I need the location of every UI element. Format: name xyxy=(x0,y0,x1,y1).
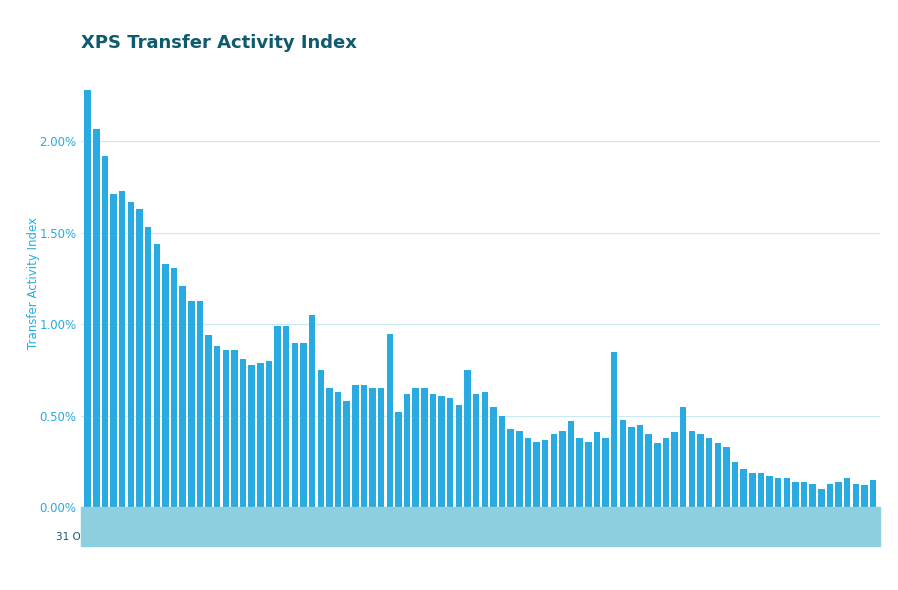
Bar xyxy=(870,480,876,507)
Bar xyxy=(163,264,169,507)
Bar xyxy=(852,484,859,507)
Bar xyxy=(430,394,436,507)
Bar xyxy=(594,432,600,507)
Bar xyxy=(680,407,686,507)
Text: XPS Transfer Activity Index: XPS Transfer Activity Index xyxy=(81,34,357,52)
Bar xyxy=(343,401,350,507)
Bar xyxy=(663,438,669,507)
Bar xyxy=(646,434,652,507)
Bar xyxy=(421,388,427,507)
Bar xyxy=(335,392,341,507)
Bar xyxy=(275,326,281,507)
Bar xyxy=(758,473,764,507)
Bar xyxy=(749,473,755,507)
Bar xyxy=(412,388,419,507)
Bar xyxy=(568,421,575,507)
Bar xyxy=(672,432,678,507)
Bar xyxy=(128,202,134,507)
Bar xyxy=(827,484,833,507)
Bar xyxy=(300,343,307,507)
Bar xyxy=(214,346,220,507)
Bar xyxy=(801,482,807,507)
Bar xyxy=(732,461,738,507)
Bar xyxy=(206,335,212,507)
Bar xyxy=(231,350,238,507)
Bar xyxy=(93,129,100,507)
Bar xyxy=(620,419,626,507)
Bar xyxy=(283,326,289,507)
Bar xyxy=(550,434,557,507)
Bar xyxy=(498,416,506,507)
Bar xyxy=(309,315,315,507)
Bar xyxy=(101,156,109,507)
Bar xyxy=(792,482,798,507)
Bar xyxy=(490,407,497,507)
Bar xyxy=(110,195,117,507)
Bar xyxy=(603,438,609,507)
Bar xyxy=(559,431,566,507)
Bar xyxy=(473,394,480,507)
Bar xyxy=(223,350,229,507)
Bar xyxy=(326,388,332,507)
Y-axis label: Transfer Activity Index: Transfer Activity Index xyxy=(28,217,40,349)
Bar xyxy=(386,333,393,507)
Bar xyxy=(318,370,324,507)
Bar xyxy=(369,388,375,507)
Bar xyxy=(180,286,186,507)
Bar xyxy=(145,227,152,507)
Bar xyxy=(136,209,143,507)
Bar xyxy=(654,443,661,507)
Bar xyxy=(481,392,488,507)
Bar xyxy=(464,370,471,507)
Bar xyxy=(741,469,747,507)
Bar xyxy=(507,429,514,507)
Bar xyxy=(257,363,264,507)
Bar xyxy=(524,438,531,507)
Bar xyxy=(395,412,401,507)
Bar xyxy=(447,398,453,507)
Bar xyxy=(611,352,618,507)
Bar xyxy=(188,300,195,507)
Bar xyxy=(766,476,773,507)
Bar xyxy=(541,440,549,507)
Bar xyxy=(154,244,160,507)
Bar xyxy=(818,489,824,507)
Bar xyxy=(844,478,850,507)
Bar xyxy=(697,434,704,507)
Bar xyxy=(438,396,445,507)
Bar xyxy=(861,486,867,507)
Bar xyxy=(516,431,523,507)
Bar xyxy=(378,388,384,507)
Bar xyxy=(119,191,126,507)
Bar xyxy=(637,425,643,507)
Bar xyxy=(171,268,177,507)
Bar xyxy=(629,427,635,507)
Bar xyxy=(835,482,841,507)
Bar xyxy=(361,385,367,507)
Bar xyxy=(577,438,583,507)
Bar xyxy=(455,405,462,507)
Bar xyxy=(84,90,91,507)
Bar xyxy=(249,365,255,507)
Bar xyxy=(715,443,721,507)
Bar xyxy=(809,484,816,507)
Bar xyxy=(352,385,358,507)
Bar xyxy=(784,478,790,507)
Bar xyxy=(533,441,540,507)
Bar xyxy=(197,300,203,507)
Bar xyxy=(266,361,272,507)
Bar xyxy=(723,447,730,507)
Bar xyxy=(240,359,246,507)
Bar xyxy=(775,478,781,507)
Bar xyxy=(292,343,298,507)
Bar xyxy=(404,394,410,507)
Bar xyxy=(689,431,695,507)
Bar xyxy=(585,441,592,507)
Bar xyxy=(706,438,712,507)
